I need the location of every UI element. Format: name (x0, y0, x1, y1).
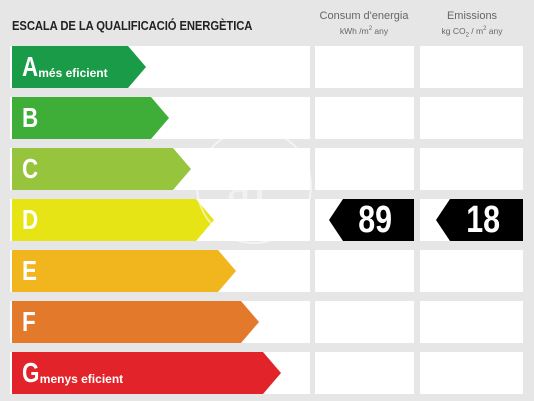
emissions-cell (420, 352, 523, 394)
consum-header-label: Consum d'energia (319, 10, 409, 22)
rating-arrow-f: F (12, 301, 259, 343)
consum-cell (315, 97, 414, 139)
emissions-header-unit: kg CO2 / m2 any (441, 25, 503, 39)
rating-letter: F (22, 306, 36, 337)
consum-cell (315, 301, 414, 343)
page-title: ESCALA DE LA QUALIFICACIÓ ENERGÈTICA (12, 19, 253, 33)
emissions-cell (420, 46, 523, 88)
consum-value-badge: 89 (329, 199, 414, 241)
rating-letter: B (22, 102, 39, 133)
rating-letter: A (22, 51, 39, 82)
emissions-cell (420, 250, 523, 292)
rating-sublabel: més eficient (38, 66, 108, 80)
consum-cell (315, 46, 414, 88)
emissions-header: Emissions kg CO2 / m2 any (420, 10, 524, 42)
emissions-value-badge: 18 (436, 199, 523, 241)
emissions-cell (420, 97, 523, 139)
emissions-cell (420, 301, 523, 343)
consum-cell (315, 352, 414, 394)
rating-letter: G (22, 357, 40, 388)
rating-sublabel: menys eficient (39, 372, 124, 386)
emissions-value: 18 (466, 198, 501, 241)
rating-arrow-d: D (12, 199, 214, 241)
rating-arrow-c: C (12, 148, 191, 190)
rating-letter: E (22, 255, 37, 286)
consum-header: Consum d'energia kWh /m2 any (314, 10, 414, 37)
rating-arrow-b: B (12, 97, 169, 139)
consum-value: 89 (358, 198, 393, 241)
rating-letter: C (22, 153, 39, 184)
consum-header-unit: kWh /m2 any (339, 25, 389, 36)
emissions-header-label: Emissions (446, 10, 498, 22)
consum-cell (315, 148, 414, 190)
rating-letter: D (22, 204, 39, 235)
emissions-cell (420, 148, 523, 190)
consum-cell (315, 250, 414, 292)
rating-arrow-e: E (12, 250, 236, 292)
